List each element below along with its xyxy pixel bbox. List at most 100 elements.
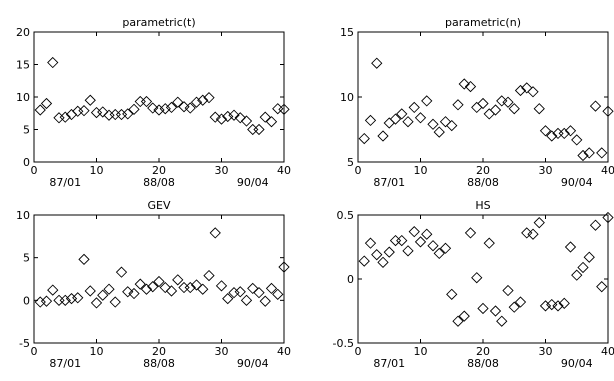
data-point xyxy=(358,255,370,267)
data-point xyxy=(477,97,489,110)
data-point xyxy=(552,300,564,312)
data-point xyxy=(546,130,558,142)
x-tick-label: 30 xyxy=(539,164,553,177)
data-point xyxy=(496,315,508,327)
data-point xyxy=(34,296,46,308)
y-tick-label: 10 xyxy=(340,91,354,104)
date-label: 88/08 xyxy=(143,357,175,370)
data-point xyxy=(265,116,278,128)
data-point xyxy=(421,228,433,240)
x-tick-label: 20 xyxy=(476,164,490,177)
data-point xyxy=(84,285,96,297)
y-tick-label: 20 xyxy=(16,26,30,39)
data-point xyxy=(577,149,589,162)
x-tick-label: 20 xyxy=(152,345,166,358)
axes-frame xyxy=(357,31,609,163)
data-point xyxy=(53,112,65,124)
data-point xyxy=(439,116,452,128)
y-tick-label: 0.5 xyxy=(337,209,355,222)
data-point xyxy=(247,123,259,136)
data-point xyxy=(247,282,259,295)
data-point xyxy=(502,96,514,108)
data-point xyxy=(140,95,153,108)
data-point xyxy=(184,102,196,114)
panel-title: HS xyxy=(475,199,490,212)
data-point xyxy=(402,245,414,257)
date-label: 88/08 xyxy=(143,176,175,189)
data-point xyxy=(433,247,445,260)
data-point xyxy=(558,297,570,309)
data-point xyxy=(172,96,184,108)
x-tick-label: 0 xyxy=(31,164,38,177)
panel-parametric-t: parametric(t) 0 10 20 30 40 87/01 88/08 90/04 0 5 1… xyxy=(16,16,291,189)
data-point xyxy=(539,300,552,312)
data-point xyxy=(364,114,377,127)
data-point xyxy=(471,101,483,114)
data-point xyxy=(452,99,464,111)
data-point xyxy=(222,292,234,305)
date-label: 88/08 xyxy=(467,176,499,189)
data-point xyxy=(72,292,84,304)
data-point xyxy=(583,147,595,159)
data-point xyxy=(209,111,221,123)
data-point xyxy=(240,294,253,306)
date-label: 90/04 xyxy=(561,357,593,370)
data-point xyxy=(433,126,445,138)
data-point xyxy=(78,253,90,266)
y-tick-label: 5 xyxy=(23,124,30,137)
data-point xyxy=(90,106,103,119)
data-point xyxy=(558,127,570,140)
x-tick-label: 30 xyxy=(215,345,229,358)
data-point xyxy=(47,56,59,69)
data-point xyxy=(184,281,196,294)
data-point xyxy=(564,241,577,253)
data-point xyxy=(539,125,552,137)
data-point xyxy=(396,234,408,247)
data-point xyxy=(371,57,383,69)
axes-frame xyxy=(33,31,285,163)
data-point xyxy=(489,305,502,317)
data-point xyxy=(234,112,246,124)
data-point xyxy=(596,281,608,293)
data-point xyxy=(589,100,602,112)
data-point xyxy=(209,227,221,239)
data-point xyxy=(408,226,420,238)
data-point xyxy=(421,95,433,107)
date-label: 88/08 xyxy=(467,357,499,370)
data-point xyxy=(371,249,383,261)
data-point xyxy=(414,112,427,124)
data-point xyxy=(197,283,209,295)
data-point xyxy=(427,240,439,252)
panel-title: parametric(n) xyxy=(445,16,521,29)
data-point xyxy=(389,113,402,125)
data-point xyxy=(172,274,184,286)
data-point xyxy=(514,84,527,97)
data-point xyxy=(228,109,240,121)
data-point xyxy=(84,94,96,106)
data-point xyxy=(197,94,209,106)
data-point xyxy=(452,315,464,327)
data-point xyxy=(165,285,178,297)
data-point xyxy=(278,261,290,273)
data-point xyxy=(215,280,228,292)
data-point xyxy=(53,294,65,306)
data-point xyxy=(377,256,389,268)
data-point xyxy=(240,115,253,127)
data-point xyxy=(59,294,71,306)
date-label: 87/01 xyxy=(49,176,81,189)
panel-title: GEV xyxy=(148,199,171,212)
data-point xyxy=(402,116,414,128)
data-point xyxy=(47,284,59,296)
data-point xyxy=(140,283,153,295)
data-point xyxy=(396,108,408,120)
data-point xyxy=(377,130,389,142)
data-point xyxy=(190,96,203,108)
data-point xyxy=(533,217,545,229)
x-tick-label: 40 xyxy=(601,164,614,177)
data-point xyxy=(122,108,134,120)
data-point xyxy=(577,261,589,274)
data-point xyxy=(427,118,439,130)
data-point xyxy=(159,103,171,115)
